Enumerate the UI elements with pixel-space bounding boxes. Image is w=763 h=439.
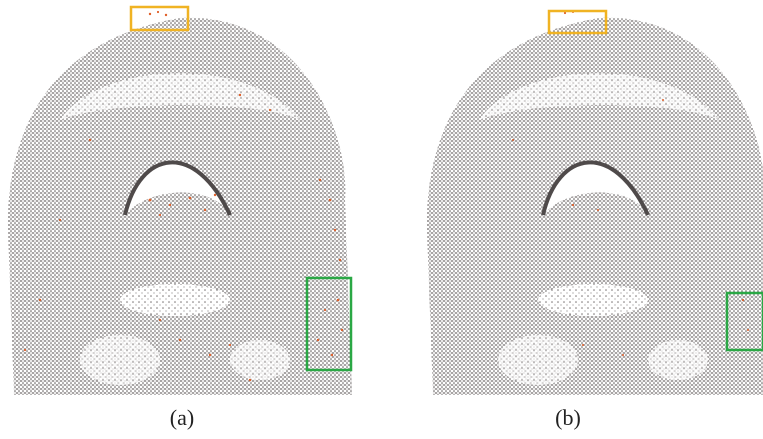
arch-hole [125,162,230,215]
outlier-points [23,10,344,382]
arch-hole [543,162,648,215]
caption-b: (b) [555,405,581,430]
side-highlight-box [725,291,763,352]
panel-b [383,0,763,400]
outlier-points [512,11,749,356]
side-highlight-box [305,276,353,372]
surface-shape [7,17,353,396]
caption-a: (a) [169,405,195,430]
point-cloud-b [426,9,763,395]
point-cloud-a [7,5,353,396]
top-highlight-box [129,5,190,32]
top-highlight-box [547,9,608,35]
panel-a [0,0,380,400]
surface-shape [426,17,763,395]
